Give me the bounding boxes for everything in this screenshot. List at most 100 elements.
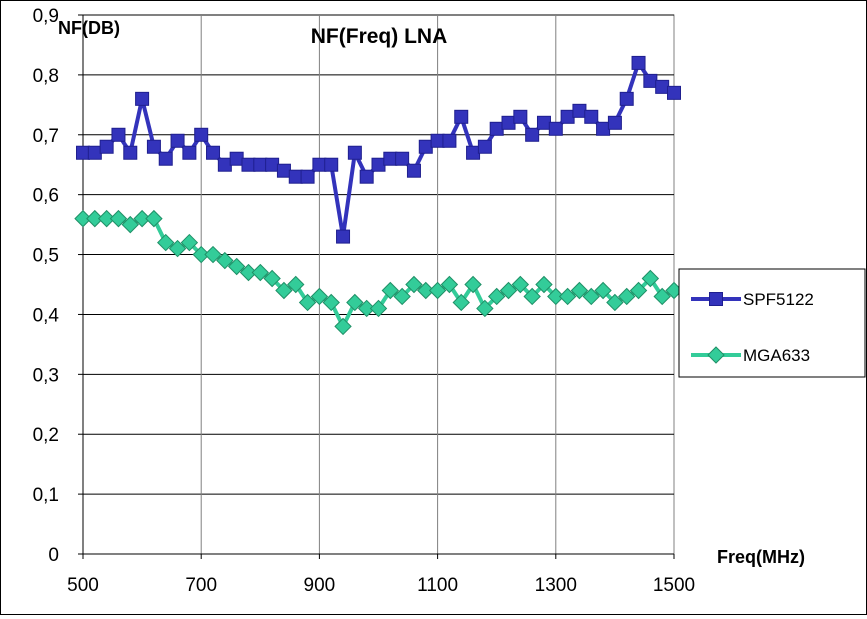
data-point-spf5122: [300, 169, 315, 184]
data-point-spf5122: [548, 121, 563, 136]
data-point-spf5122: [418, 139, 433, 154]
legend-label: MGA633: [743, 346, 810, 365]
series-layer: [74, 55, 683, 336]
data-point-mga633: [464, 275, 482, 294]
data-point-mga633: [428, 281, 447, 300]
data-point-mga633: [227, 257, 246, 276]
data-point-spf5122: [170, 133, 185, 148]
legend-item-mga633: MGA633: [691, 346, 810, 365]
data-point-spf5122: [87, 145, 102, 160]
legend-swatch-marker: [707, 346, 725, 364]
axis-layer: 0 0,1 0,2 0,3 0,4 0,5 0,6 0,7 0,8 0,9 500 700 900 110…: [33, 6, 696, 596]
data-point-spf5122: [324, 157, 339, 172]
data-point-spf5122: [607, 115, 622, 130]
data-point-spf5122: [111, 127, 126, 142]
data-point-spf5122: [454, 109, 469, 124]
chart-title: NF(Freq) LNA: [311, 25, 447, 48]
legend: SPF5122 MGA633: [678, 268, 866, 378]
data-point-spf5122: [336, 229, 351, 244]
data-point-spf5122: [347, 145, 362, 160]
data-point-mga633: [346, 293, 364, 312]
data-point-spf5122: [276, 163, 291, 178]
grid-layer: [83, 14, 674, 554]
x-tick-label: 500: [67, 575, 99, 596]
data-point-spf5122: [229, 151, 244, 166]
data-point-mga633: [322, 293, 340, 312]
legend-items: SPF5122 MGA633: [691, 290, 814, 365]
data-point-mga633: [168, 239, 187, 258]
data-point-spf5122: [466, 145, 481, 160]
data-point-mga633: [547, 287, 565, 306]
data-point-mga633: [145, 209, 163, 228]
data-point-spf5122: [619, 91, 634, 106]
data-point-mga633: [275, 281, 293, 300]
y-tick-label: 0,1: [33, 485, 59, 506]
data-point-spf5122: [572, 103, 587, 118]
data-point-spf5122: [158, 151, 173, 166]
y-axis-title: NF(DB): [58, 18, 120, 38]
data-point-mga633: [393, 287, 411, 306]
data-point-spf5122: [442, 133, 457, 148]
data-point-spf5122: [525, 127, 540, 142]
data-point-spf5122: [194, 127, 209, 142]
data-point-mga633: [121, 215, 139, 234]
series-spf5122: [76, 55, 681, 244]
data-point-mga633: [86, 209, 104, 228]
legend-item-spf5122: SPF5122: [691, 290, 814, 309]
data-point-mga633: [629, 281, 648, 300]
data-point-spf5122: [631, 55, 646, 70]
y-tick-label: 0,6: [33, 186, 59, 207]
data-point-mga633: [535, 275, 553, 294]
data-point-mga633: [310, 287, 329, 306]
data-point-spf5122: [371, 157, 386, 172]
data-point-mga633: [523, 287, 541, 306]
data-point-mga633: [558, 287, 577, 306]
data-point-spf5122: [265, 157, 280, 172]
x-axis-title: Freq(MHz): [717, 547, 805, 567]
y-tick-label: 0,4: [33, 305, 60, 326]
data-point-mga633: [618, 287, 636, 306]
data-point-mga633: [251, 263, 270, 282]
series-mga633: [74, 209, 683, 336]
plot-area: [82, 14, 675, 555]
data-point-spf5122: [76, 145, 90, 160]
data-point-mga633: [263, 269, 281, 288]
data-point-spf5122: [501, 115, 516, 130]
data-point-mga633: [417, 281, 435, 300]
data-point-mga633: [369, 299, 388, 318]
data-point-mga633: [109, 209, 128, 228]
data-point-mga633: [334, 317, 352, 336]
y-tick-label: 0,8: [33, 66, 59, 87]
data-point-mga633: [476, 299, 494, 318]
data-point-mga633: [440, 275, 459, 294]
data-point-spf5122: [123, 145, 138, 160]
data-point-spf5122: [312, 157, 327, 172]
x-tick-label: 1100: [417, 575, 458, 596]
x-tick-label: 700: [185, 575, 217, 596]
data-point-mga633: [405, 275, 423, 294]
data-point-spf5122: [99, 139, 114, 154]
data-point-spf5122: [206, 145, 221, 160]
data-point-spf5122: [135, 91, 150, 106]
x-tick-label: 900: [304, 575, 336, 596]
data-point-mga633: [499, 281, 518, 300]
data-point-spf5122: [406, 163, 421, 178]
data-point-spf5122: [182, 145, 197, 160]
data-point-mga633: [216, 251, 234, 270]
data-point-spf5122: [146, 139, 161, 154]
data-point-spf5122: [596, 121, 611, 136]
data-point-spf5122: [217, 157, 232, 172]
data-point-spf5122: [643, 73, 658, 88]
data-point-spf5122: [513, 109, 528, 124]
data-point-spf5122: [359, 169, 374, 184]
y-tick-label: 0,7: [33, 126, 59, 147]
data-point-mga633: [452, 293, 470, 312]
data-point-mga633: [239, 263, 258, 282]
data-point-mga633: [606, 293, 624, 312]
y-tick-label: 0,2: [33, 425, 59, 446]
data-point-spf5122: [667, 85, 681, 100]
data-point-mga633: [594, 281, 612, 300]
data-point-mga633: [133, 209, 151, 228]
data-point-mga633: [204, 245, 222, 264]
